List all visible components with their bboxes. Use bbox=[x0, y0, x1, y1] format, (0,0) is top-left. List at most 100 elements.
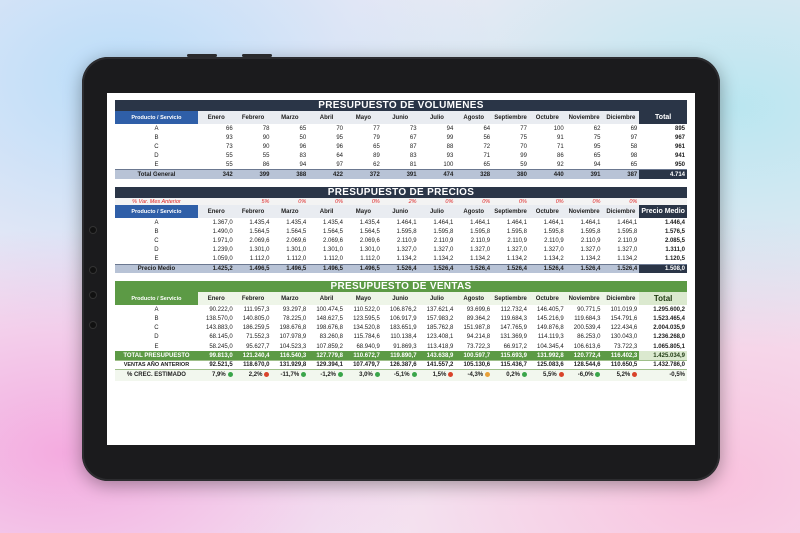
data-cell[interactable]: 2.069,6 bbox=[249, 238, 270, 245]
row-label[interactable]: B bbox=[154, 134, 159, 141]
variation-cell[interactable] bbox=[197, 198, 235, 206]
data-cell[interactable]: 1.595,8 bbox=[617, 228, 638, 235]
data-cell[interactable]: 70 bbox=[336, 125, 344, 132]
data-cell[interactable]: 64 bbox=[483, 125, 491, 132]
data-cell[interactable]: 94.214,8 bbox=[466, 334, 491, 341]
column-header-month[interactable]: Mayo bbox=[345, 292, 382, 306]
data-cell[interactable]: 91.869,3 bbox=[393, 343, 417, 350]
data-cell[interactable]: 1.301,0 bbox=[322, 247, 344, 254]
data-cell[interactable]: 1.464,1 bbox=[433, 219, 454, 226]
row-label[interactable]: D bbox=[154, 334, 159, 341]
data-cell[interactable]: 86 bbox=[557, 153, 564, 160]
data-cell[interactable]: 1.595,8 bbox=[433, 228, 454, 235]
row-total-cell[interactable]: 1.576,5 bbox=[664, 228, 685, 235]
previous-year-cell[interactable]: 129.394,1 bbox=[308, 359, 346, 371]
growth-cell[interactable]: -4,3% bbox=[455, 369, 493, 381]
data-cell[interactable]: 62 bbox=[593, 125, 601, 132]
growth-total[interactable]: -0,5% bbox=[639, 369, 687, 381]
column-header-month[interactable]: Diciembre bbox=[602, 292, 640, 306]
data-cell[interactable]: 1.490,0 bbox=[212, 228, 233, 235]
data-cell[interactable]: 65 bbox=[373, 143, 380, 150]
data-cell[interactable]: 115.784,6 bbox=[353, 334, 380, 341]
data-cell[interactable]: 89.364,2 bbox=[466, 316, 491, 323]
data-cell[interactable]: 62 bbox=[373, 162, 380, 169]
data-cell[interactable]: 58.245,0 bbox=[209, 343, 233, 350]
data-cell[interactable]: 2.069,6 bbox=[286, 238, 307, 245]
data-cell[interactable]: 1.564,5 bbox=[286, 228, 307, 235]
data-cell[interactable]: 1.301,0 bbox=[249, 247, 270, 254]
data-cell[interactable]: 106.876,2 bbox=[389, 306, 417, 313]
data-cell[interactable]: 70 bbox=[520, 143, 527, 150]
data-cell[interactable]: 98 bbox=[630, 153, 638, 160]
data-cell[interactable]: 95.627,7 bbox=[246, 343, 270, 350]
data-cell[interactable]: 104.345,4 bbox=[537, 343, 564, 350]
data-cell[interactable]: 81 bbox=[409, 162, 417, 169]
row-label[interactable]: A bbox=[154, 219, 159, 226]
data-cell[interactable]: 1.595,8 bbox=[470, 228, 491, 235]
data-cell[interactable]: 64 bbox=[336, 153, 344, 160]
data-cell[interactable]: 1.971,0 bbox=[212, 238, 233, 245]
total-cell[interactable]: 99.813,0 bbox=[197, 351, 235, 361]
growth-cell[interactable]: -1,2% bbox=[308, 369, 346, 381]
total-cell[interactable]: 121.240,4 bbox=[234, 351, 272, 361]
data-cell[interactable]: 1.595,8 bbox=[506, 228, 527, 235]
variation-cell[interactable]: 2% bbox=[381, 198, 419, 206]
data-cell[interactable]: 90.771,5 bbox=[577, 306, 601, 313]
variation-cell[interactable]: 0% bbox=[602, 198, 640, 206]
data-cell[interactable]: 1.059,0 bbox=[212, 256, 233, 263]
data-cell[interactable]: 86.253,0 bbox=[577, 334, 601, 341]
data-cell[interactable]: 77 bbox=[373, 125, 380, 132]
growth-cell[interactable]: 2,2% bbox=[234, 369, 272, 381]
data-cell[interactable]: 71 bbox=[557, 143, 564, 150]
data-cell[interactable]: 151.987,8 bbox=[463, 325, 491, 332]
row-total-cell[interactable]: 950 bbox=[674, 162, 685, 169]
total-cell[interactable]: 391 bbox=[565, 169, 603, 180]
data-cell[interactable]: 1.464,1 bbox=[617, 219, 638, 226]
row-label[interactable]: E bbox=[154, 343, 159, 350]
data-cell[interactable]: 90.222,0 bbox=[209, 306, 233, 313]
total-label[interactable]: Precio Medio bbox=[115, 263, 198, 274]
data-cell[interactable]: 148.627,5 bbox=[316, 316, 344, 323]
data-cell[interactable]: 93 bbox=[446, 153, 454, 160]
grand-total-cell[interactable]: 1.508,0 bbox=[639, 263, 687, 274]
data-cell[interactable]: 143.883,0 bbox=[205, 325, 233, 332]
data-cell[interactable]: 59 bbox=[520, 162, 527, 169]
data-cell[interactable]: 86 bbox=[262, 162, 270, 169]
previous-year-cell[interactable]: 126.387,6 bbox=[381, 359, 419, 371]
column-header-month[interactable]: Julio bbox=[418, 292, 456, 306]
row-label[interactable]: C bbox=[154, 238, 159, 245]
variation-cell[interactable]: 0% bbox=[565, 198, 603, 206]
row-total-cell[interactable]: 961 bbox=[674, 143, 685, 150]
data-cell[interactable]: 1.134,2 bbox=[506, 256, 527, 263]
column-header-total[interactable]: Total bbox=[639, 111, 687, 124]
column-header-product[interactable]: Producto / Servicio bbox=[115, 205, 198, 219]
total-cell[interactable]: 328 bbox=[455, 169, 493, 180]
row-label[interactable]: B bbox=[154, 316, 159, 323]
data-cell[interactable]: 72 bbox=[483, 143, 491, 150]
variation-label[interactable]: % Var. Mes Anterior bbox=[115, 198, 198, 206]
total-cell[interactable]: 1.526,4 bbox=[381, 263, 419, 274]
data-cell[interactable]: 131.369,9 bbox=[500, 334, 527, 341]
column-header-month[interactable]: Marzo bbox=[271, 292, 309, 306]
data-cell[interactable]: 130.043,0 bbox=[610, 334, 638, 341]
data-cell[interactable]: 119.684,3 bbox=[574, 316, 601, 323]
data-cell[interactable]: 1.464,1 bbox=[506, 219, 527, 226]
total-cell[interactable]: 387 bbox=[602, 169, 640, 180]
row-label[interactable]: E bbox=[154, 256, 159, 263]
column-header-month[interactable]: Septiembre bbox=[492, 292, 529, 306]
variation-cell[interactable]: 0% bbox=[492, 198, 529, 206]
growth-cell[interactable]: 5,5% bbox=[528, 369, 566, 381]
column-header-month[interactable]: Febrero bbox=[234, 292, 272, 306]
data-cell[interactable]: 79 bbox=[373, 134, 380, 141]
data-cell[interactable]: 1.595,8 bbox=[396, 228, 417, 235]
column-header-month[interactable]: Febrero bbox=[234, 205, 272, 219]
data-cell[interactable]: 83 bbox=[299, 153, 307, 160]
growth-cell[interactable]: 5,2% bbox=[602, 369, 640, 381]
column-header-month[interactable]: Abril bbox=[308, 292, 346, 306]
column-header-month[interactable]: Febrero bbox=[234, 111, 272, 124]
data-cell[interactable]: 83 bbox=[409, 153, 417, 160]
column-header-month[interactable]: Enero bbox=[197, 292, 235, 306]
data-cell[interactable]: 1.134,2 bbox=[433, 256, 454, 263]
total-cell[interactable]: 1.526,4 bbox=[418, 263, 456, 274]
data-cell[interactable]: 138.570,0 bbox=[205, 316, 233, 323]
